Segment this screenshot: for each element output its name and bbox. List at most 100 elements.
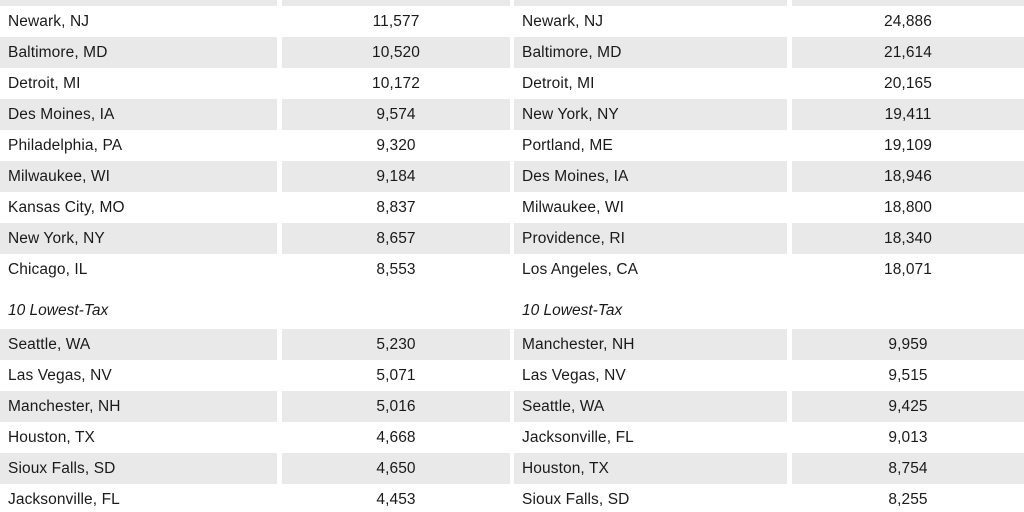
table-row: Manchester, NH 9,959	[514, 329, 1024, 360]
city-cell: New York, NY	[514, 99, 787, 130]
city-cell: Portland, ME	[522, 136, 613, 154]
value-cell: 9,959	[792, 329, 1024, 360]
city-cell: Detroit, MI	[522, 74, 595, 92]
value-cell: 9,184	[282, 161, 510, 192]
city-cell: Philadelphia, PA	[8, 136, 123, 154]
value-cell: 9,320	[376, 136, 416, 154]
table-row: Kansas City, MO 8,837	[0, 192, 510, 223]
city-cell: Newark, NJ	[8, 12, 90, 30]
table-row: Sioux Falls, SD 4,650	[0, 453, 510, 484]
table-row: Milwaukee, WI 18,800	[514, 192, 1024, 223]
table-row: Chicago, IL 8,553	[0, 254, 510, 285]
city-cell: Baltimore, MD	[0, 37, 277, 68]
city-cell: Sioux Falls, SD	[0, 453, 277, 484]
table-row: Portland, ME 19,109	[514, 130, 1024, 161]
value-cell: 5,230	[282, 329, 510, 360]
table-row: Des Moines, IA 9,574	[0, 99, 510, 130]
value-cell: 8,754	[792, 453, 1024, 484]
table-row: Providence, RI 18,340	[514, 223, 1024, 254]
value-cell: 5,071	[376, 366, 416, 384]
city-cell: Seattle, WA	[514, 391, 787, 422]
value-cell: 8,657	[282, 223, 510, 254]
table-row: Houston, TX 8,754	[514, 453, 1024, 484]
value-cell: 20,165	[883, 74, 932, 92]
table-row: Detroit, MI 20,165	[514, 68, 1024, 99]
table-row: New York, NY 19,411	[514, 99, 1024, 130]
table-row: Seattle, WA 5,230	[0, 329, 510, 360]
table-row: Las Vegas, NV 9,515	[514, 360, 1024, 391]
value-cell: 18,800	[883, 198, 932, 216]
value-cell: 19,109	[883, 136, 932, 154]
value-cell: 4,453	[376, 490, 416, 508]
tax-table-right: Newark, NJ 24,886 Baltimore, MD 21,614 Detro…	[514, 0, 1024, 512]
city-cell: Milwaukee, WI	[522, 198, 625, 216]
value-cell	[282, 0, 510, 6]
table-row: Los Angeles, CA 18,071	[514, 254, 1024, 285]
city-cell	[514, 0, 787, 6]
city-cell: Los Angeles, CA	[522, 260, 639, 278]
value-cell: 4,668	[376, 428, 416, 446]
table-row: Des Moines, IA 18,946	[514, 161, 1024, 192]
table-row: New York, NY 8,657	[0, 223, 510, 254]
table-row: Jacksonville, FL 4,453	[0, 484, 510, 512]
city-cell: Manchester, NH	[0, 391, 277, 422]
table-row: Jacksonville, FL 9,013	[514, 422, 1024, 453]
city-cell: Des Moines, IA	[0, 99, 277, 130]
table-row: Sioux Falls, SD 8,255	[514, 484, 1024, 512]
table-row: Detroit, MI 10,172	[0, 68, 510, 99]
value-cell	[792, 0, 1024, 6]
table-row: Houston, TX 4,668	[0, 422, 510, 453]
value-cell: 10,172	[371, 74, 420, 92]
city-cell: Manchester, NH	[514, 329, 787, 360]
value-cell: 10,520	[282, 37, 510, 68]
value-cell: 9,425	[792, 391, 1024, 422]
city-cell: Las Vegas, NV	[522, 366, 626, 384]
city-cell: Houston, TX	[514, 453, 787, 484]
value-cell: 18,946	[792, 161, 1024, 192]
value-cell: 24,886	[883, 12, 932, 30]
city-cell	[0, 0, 277, 6]
table-row: Newark, NJ 11,577	[0, 6, 510, 37]
section-label-lowest-tax: 10 Lowest-Tax	[0, 285, 510, 329]
value-cell: 8,837	[376, 198, 416, 216]
value-cell: 18,071	[883, 260, 932, 278]
city-cell: Chicago, IL	[8, 260, 88, 278]
value-cell: 21,614	[792, 37, 1024, 68]
table-row: Milwaukee, WI 9,184	[0, 161, 510, 192]
value-cell: 18,340	[792, 223, 1024, 254]
city-cell: Houston, TX	[8, 428, 95, 446]
value-cell: 19,411	[792, 99, 1024, 130]
table-row: Philadelphia, PA 9,320	[0, 130, 510, 161]
table-row: Seattle, WA 9,425	[514, 391, 1024, 422]
city-cell: Jacksonville, FL	[522, 428, 634, 446]
city-cell: Newark, NJ	[522, 12, 604, 30]
city-cell: Sioux Falls, SD	[522, 490, 630, 508]
section-label-lowest-tax: 10 Lowest-Tax	[514, 285, 1024, 329]
tax-table-left: Newark, NJ 11,577 Baltimore, MD 10,520 Detro…	[0, 0, 510, 512]
partial-row	[0, 0, 510, 6]
value-cell: 9,013	[888, 428, 928, 446]
city-cell: New York, NY	[0, 223, 277, 254]
value-cell: 11,577	[372, 12, 420, 30]
city-cell: Des Moines, IA	[514, 161, 787, 192]
city-cell: Seattle, WA	[0, 329, 277, 360]
value-cell: 8,553	[376, 260, 416, 278]
city-cell: Detroit, MI	[8, 74, 81, 92]
value-cell: 5,016	[282, 391, 510, 422]
city-cell: Kansas City, MO	[8, 198, 125, 216]
city-cell: Jacksonville, FL	[8, 490, 120, 508]
value-cell: 8,255	[888, 490, 928, 508]
partial-row	[514, 0, 1024, 6]
city-cell: Milwaukee, WI	[0, 161, 277, 192]
table-row: Las Vegas, NV 5,071	[0, 360, 510, 391]
value-cell: 9,574	[282, 99, 510, 130]
table-row: Manchester, NH 5,016	[0, 391, 510, 422]
value-cell: 9,515	[888, 366, 928, 384]
value-cell: 4,650	[282, 453, 510, 484]
table-row: Newark, NJ 24,886	[514, 6, 1024, 37]
city-cell: Baltimore, MD	[514, 37, 787, 68]
table-row: Baltimore, MD 21,614	[514, 37, 1024, 68]
city-cell: Providence, RI	[514, 223, 787, 254]
city-cell: Las Vegas, NV	[8, 366, 112, 384]
